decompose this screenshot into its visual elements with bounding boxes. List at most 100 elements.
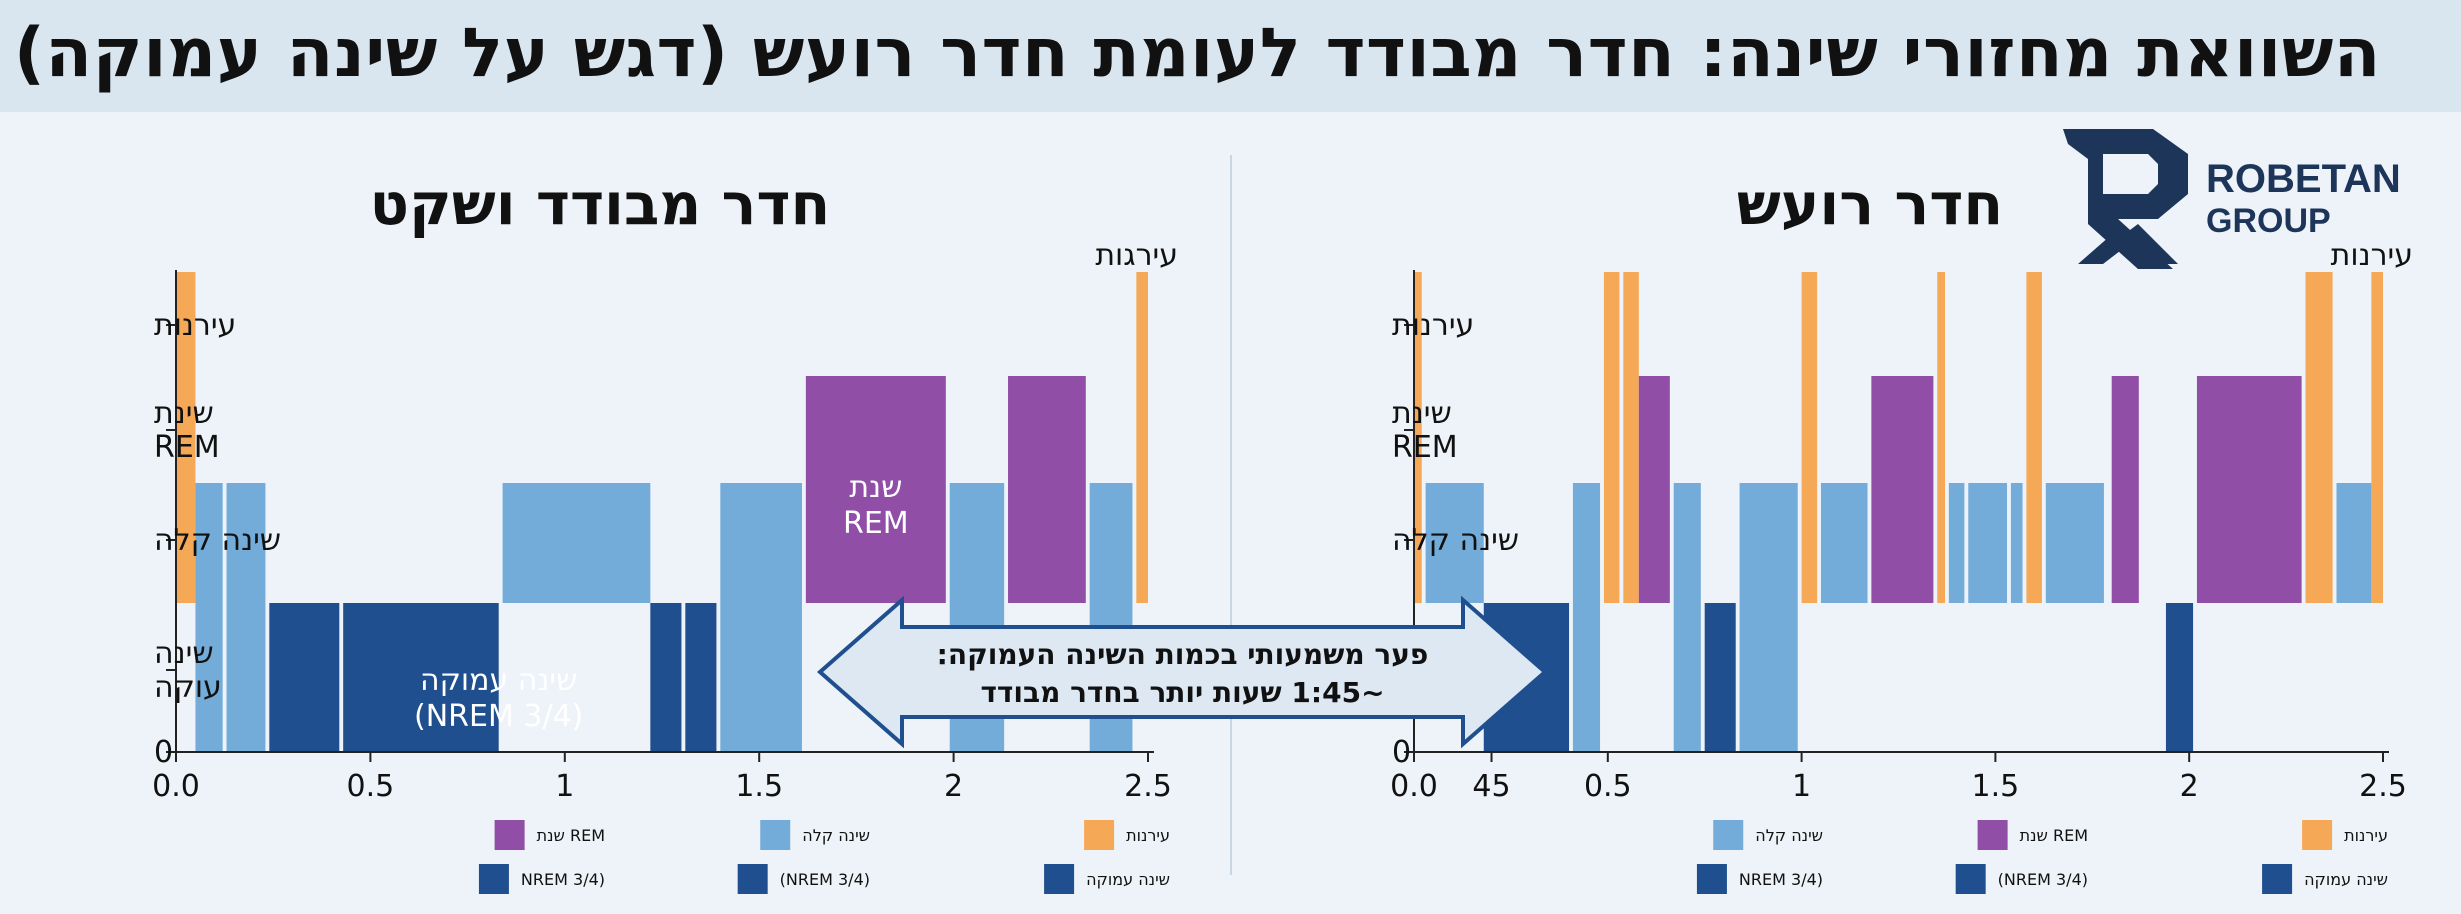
legend-label: עירנות — [2344, 825, 2388, 845]
bar-annotation: REM — [843, 506, 909, 541]
legend-swatch — [2262, 864, 2293, 894]
legend-label: שינה עמוקה — [1086, 869, 1170, 889]
legend-item-deep-sub: NREM 3/4) — [1696, 864, 1823, 894]
y-tick-label: עירנות — [154, 308, 236, 343]
panel-title-quiet: חדר מבודד ושקט — [369, 170, 831, 238]
bar-light — [1673, 483, 1701, 752]
legend-item-deep: שינה עמוקה — [1044, 864, 1170, 894]
panel-divider — [1230, 155, 1232, 875]
corner-label: עירנות — [2331, 238, 2413, 273]
y-tick-label: שינת — [1392, 396, 1452, 431]
x-tick-label: 0.0 — [152, 769, 200, 804]
legend-label: (NREM 3/4) — [1997, 869, 2088, 889]
legend-item-deep-sub: NREM 3/4) — [478, 864, 605, 894]
bar-awake — [1603, 272, 1620, 603]
bar-light — [195, 483, 223, 752]
bar-annotation: (NREM 3/4) — [414, 699, 583, 734]
logo-text-line1: ROBETAN — [2206, 157, 2401, 201]
bar-awake — [2026, 272, 2042, 603]
legend-swatch — [1696, 864, 1727, 894]
company-logo: ROBETAN GROUP — [2063, 129, 2401, 269]
bar-light — [1739, 483, 1798, 752]
legend-label: שינה קלה — [802, 825, 870, 845]
bar-deep — [2165, 603, 2194, 752]
legend-item-deep-sub: (NREM 3/4) — [737, 864, 870, 894]
legend-item-awake: עירנות — [1084, 820, 1170, 850]
bar-awake — [2371, 272, 2383, 603]
x-tick-label: 45 — [1472, 769, 1510, 804]
x-tick-label: 0.5 — [347, 769, 395, 804]
bar-rem — [1008, 376, 1086, 603]
legend-swatch — [737, 864, 768, 894]
bar-light — [2045, 483, 2104, 603]
legend-swatch — [760, 820, 791, 850]
x-tick-label: 2 — [2180, 769, 2199, 804]
x-tick-label: 0.5 — [1584, 769, 1632, 804]
legend-label: (NREM 3/4) — [779, 869, 870, 889]
y-tick-label: REM — [1392, 430, 1458, 465]
bar-annotation: שנת — [849, 470, 902, 505]
comparison-text-line2: ~1:45 שעות יותר בחדר מבודד — [980, 676, 1384, 709]
bar-deep — [343, 603, 499, 752]
y-tick-label: 0 — [154, 735, 173, 770]
x-tick-label: 0.0 — [1390, 769, 1438, 804]
bar-light — [502, 483, 651, 603]
logo-text-line2: GROUP — [2206, 202, 2331, 240]
title-bar: השוואת מחזורי שינה: חדר מבודד לעומת חדר … — [0, 0, 2461, 112]
legend-label: NREM 3/4) — [520, 869, 605, 889]
legend-swatch — [1044, 864, 1075, 894]
legend-item-deep-sub: (NREM 3/4) — [1955, 864, 2088, 894]
y-tick-label: שינת — [154, 396, 214, 431]
legend-label: שנת REM — [2019, 825, 2088, 845]
comparison-text-line1: פער משמעותי בכמות השינה העמוקה: — [937, 638, 1429, 671]
bar-annotation: שינה עמוקה — [420, 663, 577, 698]
bar-awake — [1801, 272, 1818, 603]
bar-awake — [1136, 272, 1148, 603]
legend-swatch — [1977, 820, 2008, 850]
bar-light — [226, 483, 266, 752]
y-tick-label: REM — [154, 430, 220, 465]
logo-mark-icon — [2063, 129, 2188, 269]
x-tick-label: 2 — [944, 769, 963, 804]
bar-light — [1968, 483, 2008, 603]
legend-swatch — [494, 820, 525, 850]
bar-light — [1572, 483, 1601, 752]
legend-item-rem: שנת REM — [494, 820, 605, 850]
legend-label: שנת REM — [536, 825, 605, 845]
legend-swatch — [1084, 820, 1115, 850]
x-tick-label: 2.5 — [2359, 769, 2407, 804]
bar-deep — [685, 603, 717, 752]
x-tick-label: 1 — [555, 769, 574, 804]
legend-label: שינה עמוקה — [2304, 869, 2388, 889]
panel-title-noisy: חדר רועש — [1736, 170, 2004, 238]
legend-label: שינה קלה — [1755, 825, 1823, 845]
bar-deep — [269, 603, 340, 752]
legend-item-light: שינה קלה — [1713, 820, 1823, 850]
bar-deep — [1704, 603, 1736, 752]
bar-awake — [1623, 272, 1639, 603]
page-title: השוואת מחזורי שינה: חדר מבודד לעומת חדר … — [13, 14, 2381, 93]
y-tick-label: עירנות — [1392, 308, 1474, 343]
legend-item-rem: שנת REM — [1977, 820, 2088, 850]
y-tick-label: שינה קלה — [154, 523, 281, 558]
legend-item-deep: שינה עמוקה — [2262, 864, 2388, 894]
legend-swatch — [1713, 820, 1744, 850]
bar-light — [720, 483, 802, 752]
bar-light — [2336, 483, 2372, 603]
bar-deep — [650, 603, 682, 752]
bar-awake — [1414, 272, 1422, 603]
corner-label: עירגות — [1095, 238, 1178, 273]
legend-swatch — [2302, 820, 2333, 850]
bar-rem — [2111, 376, 2139, 603]
x-tick-label: 1.5 — [1972, 769, 2020, 804]
bar-awake — [2305, 272, 2333, 603]
bar-rem — [1871, 376, 1934, 603]
bar-awake — [1937, 272, 1946, 603]
x-tick-label: 2.5 — [1124, 769, 1172, 804]
legend-swatch — [478, 864, 509, 894]
comparison-arrow — [816, 595, 1549, 749]
y-tick-label: שינה — [154, 636, 214, 671]
bar-light — [1948, 483, 1965, 603]
y-tick-label: שינה קלה — [1392, 523, 1519, 558]
